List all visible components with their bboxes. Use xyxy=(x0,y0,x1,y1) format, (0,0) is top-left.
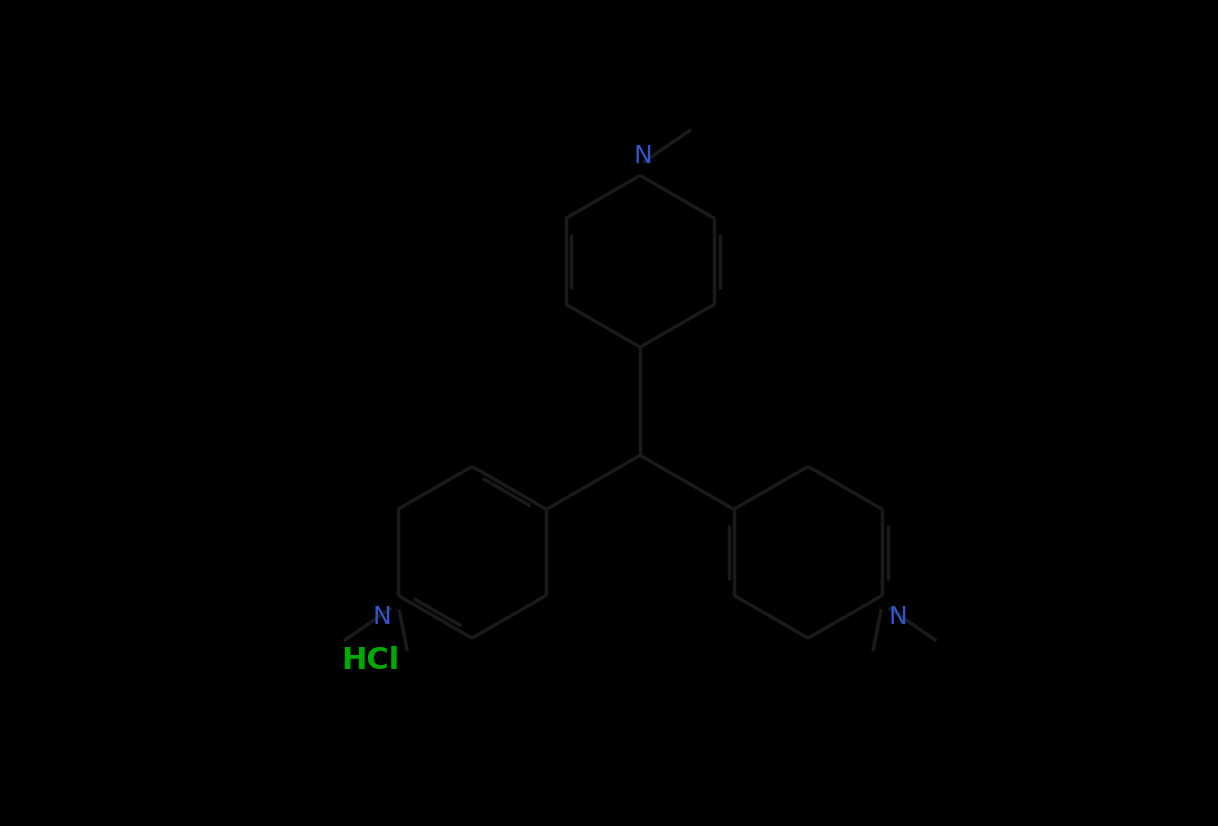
Text: N: N xyxy=(373,605,391,629)
Text: N: N xyxy=(889,605,907,629)
Text: HCl: HCl xyxy=(341,646,400,675)
Text: N: N xyxy=(633,144,653,168)
